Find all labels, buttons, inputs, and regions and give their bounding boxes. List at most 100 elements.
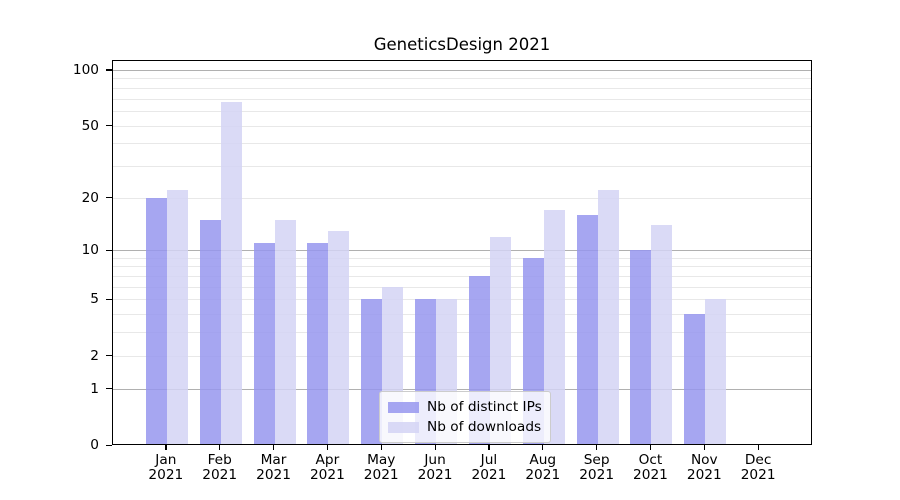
y-tick-mark	[106, 249, 112, 251]
y-tick-mark	[106, 298, 112, 301]
bar-downloads-3	[328, 230, 350, 444]
x-tick-mark	[380, 445, 382, 450]
legend-swatch-distinct-ips	[388, 401, 419, 413]
legend-row: Nb of distinct IPs	[388, 397, 542, 417]
x-tick-label: Oct 2021	[618, 453, 682, 483]
bar-downloads-1	[220, 102, 242, 444]
legend-swatch-downloads	[388, 421, 419, 433]
bar-distinct-ips-3	[307, 243, 329, 444]
bar-downloads-9	[651, 224, 673, 444]
x-tick-year: 2021	[309, 467, 345, 483]
gridline-minor	[113, 286, 811, 288]
x-tick-year: 2021	[148, 467, 184, 483]
bar-downloads-8	[597, 190, 619, 444]
bar-distinct-ips-0	[145, 197, 167, 444]
gridline-minor	[113, 276, 811, 278]
x-tick-label: May 2021	[349, 453, 413, 483]
bar-downloads-0	[166, 190, 188, 444]
x-tick-label: Sep 2021	[565, 453, 629, 483]
x-tick-month: May	[367, 452, 396, 468]
x-tick-year: 2021	[471, 467, 507, 483]
x-tick-month: Apr	[315, 452, 340, 468]
bar-downloads-2	[274, 219, 296, 444]
y-tick-mark	[106, 388, 112, 390]
gridline-minor	[113, 98, 811, 100]
x-tick-label: Jun 2021	[403, 453, 467, 483]
bar-distinct-ips-10	[684, 314, 706, 444]
x-tick-month: Aug	[529, 452, 557, 468]
plot-area	[112, 60, 812, 445]
x-tick-mark	[326, 445, 329, 450]
x-tick-year: 2021	[525, 467, 561, 483]
x-tick-label: Jan 2021	[134, 453, 198, 483]
x-tick-mark	[703, 445, 705, 450]
gridline-minor	[113, 355, 811, 357]
bar-downloads-7	[543, 210, 565, 444]
x-tick-month: Dec	[744, 452, 772, 468]
x-tick-year: 2021	[686, 467, 722, 483]
x-tick-month: Jun	[424, 452, 446, 468]
legend-label-downloads: Nb of downloads	[427, 419, 542, 435]
gridline-minor	[113, 314, 811, 316]
x-tick-year: 2021	[633, 467, 668, 483]
gridline-major	[113, 250, 811, 252]
gridline-minor	[113, 87, 811, 89]
x-tick-year: 2021	[202, 467, 238, 483]
legend-row: Nb of downloads	[388, 417, 542, 437]
y-tick-mark	[106, 125, 112, 127]
x-tick-mark	[165, 445, 167, 450]
x-tick-year: 2021	[417, 467, 453, 483]
y-tick-mark	[106, 355, 112, 357]
bar-distinct-ips-2	[253, 243, 275, 444]
x-tick-mark	[488, 445, 490, 450]
legend-label-distinct-ips: Nb of distinct IPs	[427, 399, 542, 415]
x-tick-month: Nov	[690, 452, 718, 468]
x-tick-month: Oct	[638, 452, 663, 468]
y-tick-label: 1	[90, 380, 99, 397]
x-tick-label: Jul 2021	[457, 453, 521, 483]
x-tick-label: Apr 2021	[295, 453, 359, 483]
y-tick-mark	[106, 197, 112, 199]
x-tick-mark	[219, 445, 221, 450]
x-tick-month: Mar	[260, 452, 287, 468]
x-tick-mark	[542, 445, 544, 450]
x-tick-year: 2021	[740, 467, 776, 483]
gridline-minor	[113, 125, 811, 127]
legend: Nb of distinct IPs Nb of downloads	[379, 391, 551, 443]
y-tick-label: 2	[90, 347, 99, 364]
y-tick-label: 10	[81, 242, 99, 259]
x-tick-label: Aug 2021	[511, 453, 575, 483]
x-tick-month: Jul	[480, 452, 498, 468]
gridline-minor	[113, 299, 811, 301]
gridline-minor	[113, 197, 811, 199]
y-tick-label: 0	[90, 437, 99, 453]
bar-distinct-ips-1	[199, 219, 221, 444]
gridline-major	[113, 388, 811, 390]
gridline-minor	[113, 143, 811, 145]
gridline-minor	[113, 266, 811, 268]
x-tick-label: Nov 2021	[672, 453, 736, 483]
x-tick-label: Dec 2021	[726, 453, 790, 483]
gridline-major	[113, 69, 811, 71]
x-tick-label: Mar 2021	[242, 453, 306, 483]
gridline-minor	[113, 257, 811, 259]
gridline-minor	[113, 332, 811, 334]
x-tick-mark	[434, 445, 436, 450]
chart-title: GeneticsDesign 2021	[373, 35, 551, 54]
y-tick-mark	[106, 444, 112, 446]
x-tick-month: Feb	[207, 452, 232, 468]
x-tick-year: 2021	[579, 467, 615, 483]
y-tick-label: 50	[81, 117, 99, 134]
x-tick-year: 2021	[363, 467, 399, 483]
x-tick-mark	[757, 445, 759, 450]
y-tick-mark	[106, 69, 112, 71]
x-tick-year: 2021	[256, 467, 291, 483]
x-tick-month: Jan	[155, 452, 177, 468]
y-tick-label: 100	[72, 61, 99, 78]
y-tick-label: 20	[81, 189, 99, 206]
x-tick-mark	[649, 445, 652, 450]
gridline-minor	[113, 165, 811, 167]
bar-distinct-ips-4	[361, 299, 383, 444]
x-tick-mark	[273, 445, 275, 450]
